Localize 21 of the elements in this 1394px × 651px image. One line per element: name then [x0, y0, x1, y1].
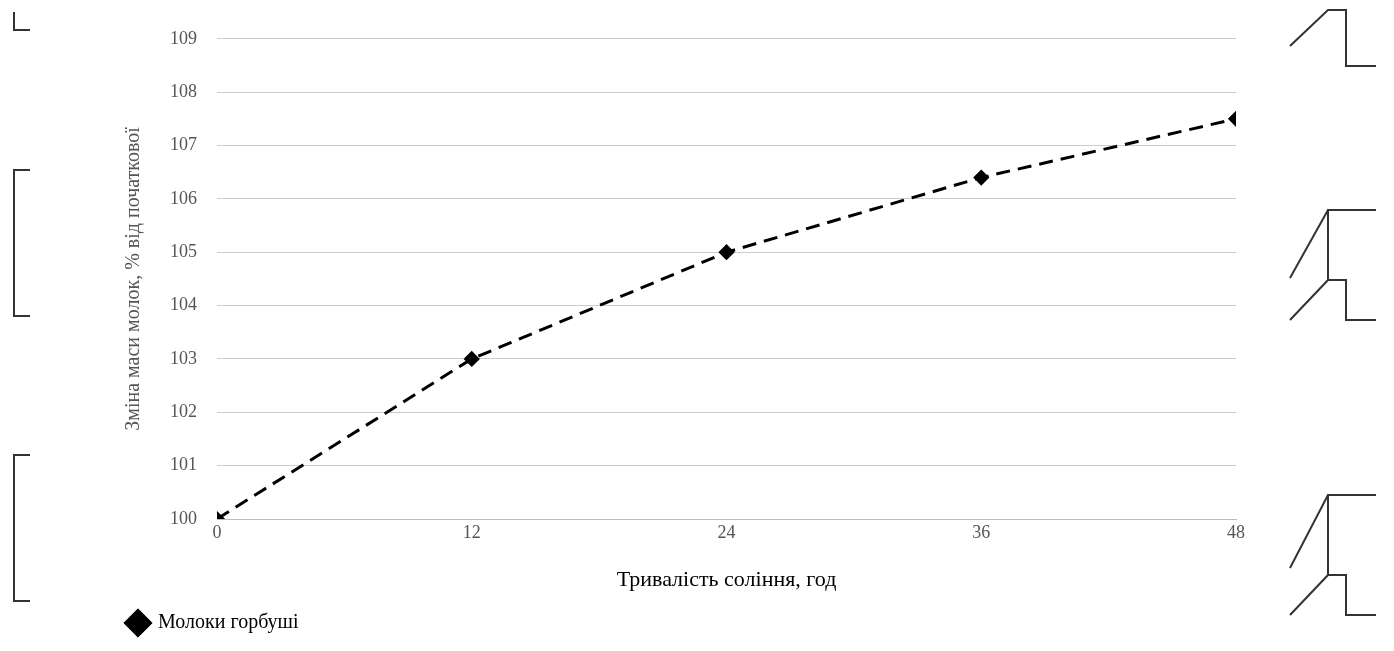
x-tick-label: 0	[212, 521, 222, 542]
x-tick-label: 24	[717, 521, 736, 542]
y-tick-label: 106	[170, 187, 197, 208]
y-tick-label: 104	[170, 294, 197, 315]
x-tick-label: 12	[462, 521, 481, 542]
y-tick-label: 103	[170, 347, 197, 368]
x-tick-label: 48	[1227, 521, 1245, 542]
point	[719, 244, 734, 260]
point	[464, 351, 480, 367]
y-tick-label: 100	[170, 507, 197, 528]
point	[973, 170, 989, 186]
y-tick-label: 101	[170, 454, 197, 475]
y-tick-label: 109	[170, 27, 197, 48]
legend-label: Молоки горбуші	[158, 610, 299, 634]
y-tick-label: 107	[170, 134, 197, 155]
x-axis-title: Тривалість соління, год	[616, 565, 837, 591]
x-tick-label: 36	[972, 521, 991, 542]
y-tick-label: 108	[170, 80, 197, 101]
y-axis-title: Зміна маси молок, % від початкової	[121, 126, 145, 431]
y-tick-label: 102	[170, 401, 197, 422]
y-tick-label: 105	[170, 240, 197, 261]
